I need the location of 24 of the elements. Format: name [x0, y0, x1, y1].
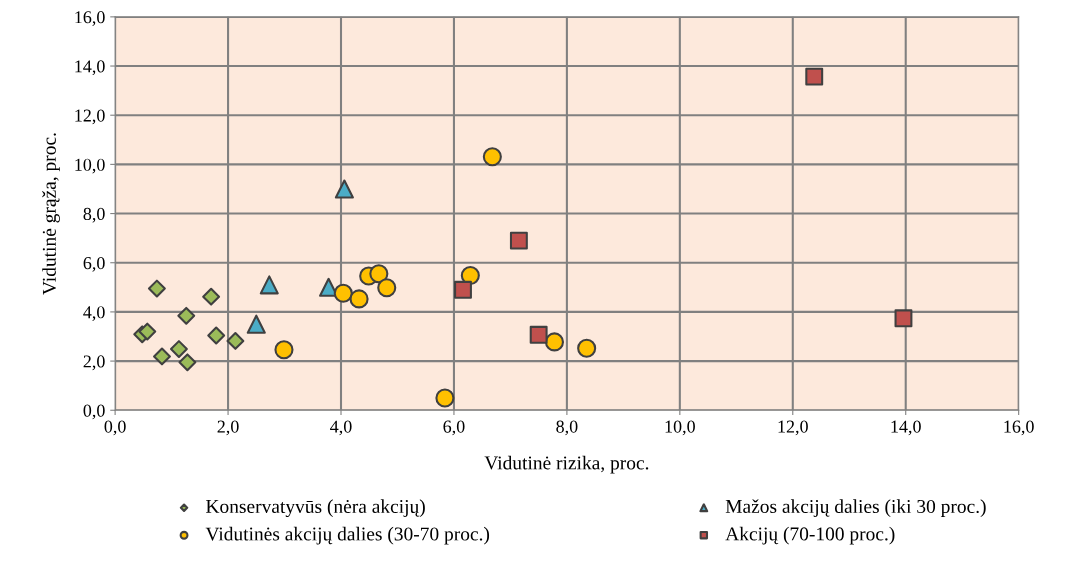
x-tick-label: 10,0 [665, 420, 695, 436]
y-tick-label: 4,0 [83, 306, 105, 321]
legend-label: Vidutinės akcijų dalies (30-70 proc.) [205, 526, 490, 545]
x-tick-label: 12,0 [778, 420, 808, 436]
x-tick-label: 4,0 [330, 420, 352, 436]
y-axis-title: Vidutinė grąža, proc. [42, 133, 60, 295]
x-tick-label: 16,0 [1004, 420, 1034, 436]
x-tick-label: 8,0 [556, 420, 578, 436]
y-tick-label: 6,0 [83, 256, 105, 272]
y-tick-label: 14,0 [75, 60, 105, 76]
x-axis-title: Vidutinė rizika, proc. [484, 455, 649, 474]
y-tick-label: 16,0 [75, 11, 105, 26]
y-tick-label: 12,0 [75, 109, 105, 125]
x-tick-label: 0,0 [104, 420, 126, 436]
x-tick-label: 6,0 [443, 420, 465, 436]
legend-label: Akcijų (70-100 proc.) [725, 526, 895, 545]
legend-label: Konservatyvūs (nėra akcijų) [206, 499, 425, 518]
x-tick-label: 14,0 [891, 420, 921, 436]
legend-label: Mažos akcijų dalies (iki 30 proc.) [725, 499, 986, 517]
y-tick-label: 10,0 [75, 158, 105, 174]
x-tick-label: 2,0 [217, 420, 239, 436]
y-tick-label: 2,0 [83, 355, 105, 371]
y-tick-label: 8,0 [83, 207, 105, 223]
y-tick-label: 0,0 [83, 404, 105, 420]
